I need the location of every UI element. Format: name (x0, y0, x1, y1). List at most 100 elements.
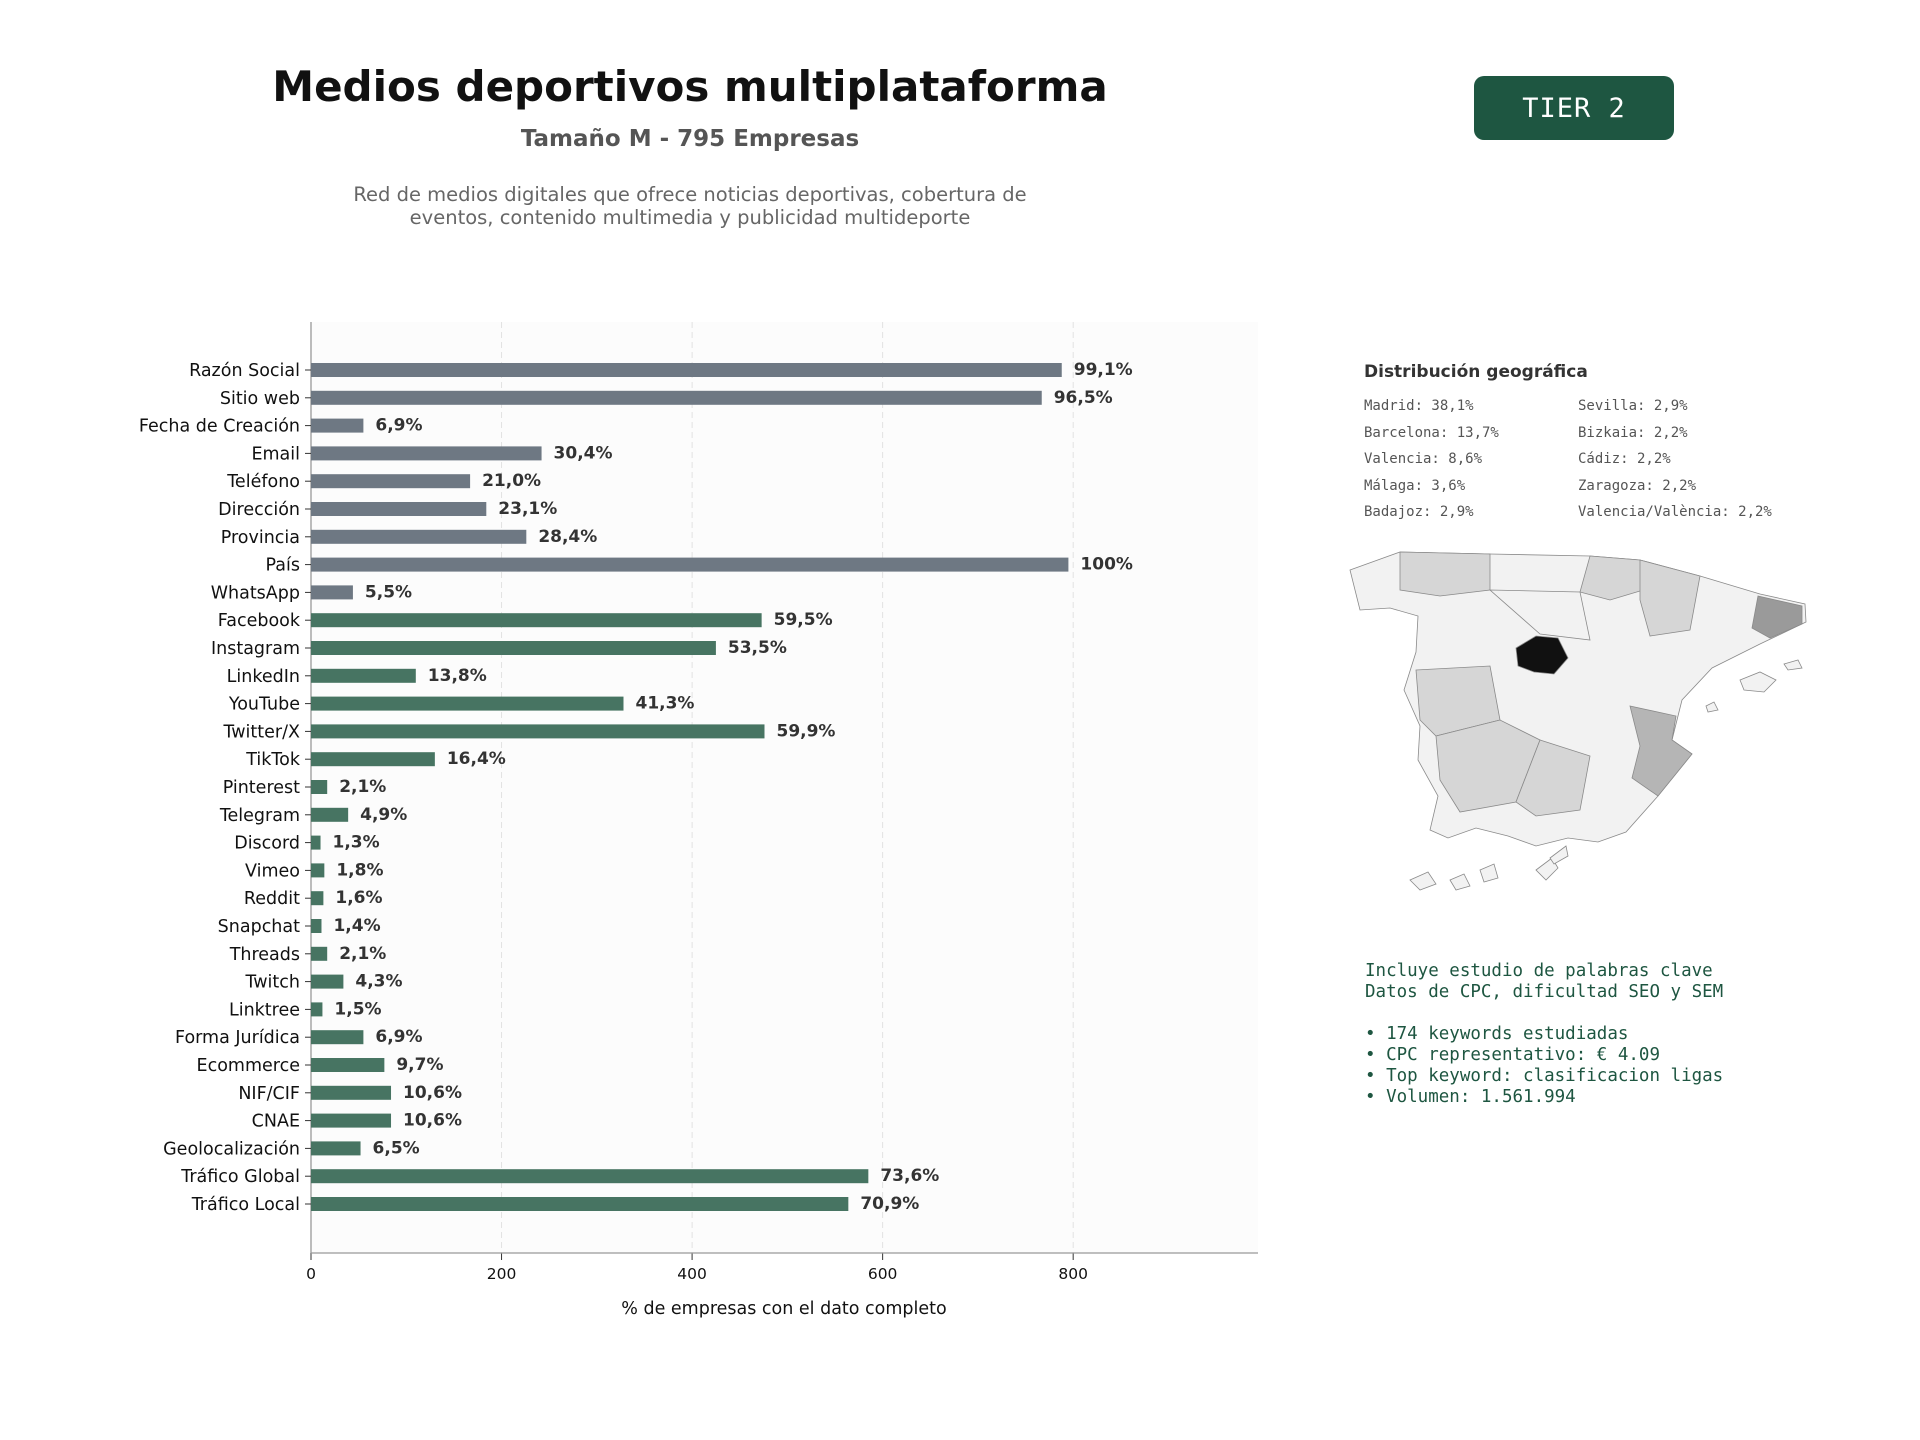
bar (311, 946, 328, 961)
bar (311, 502, 487, 516)
category-label: Facebook (218, 611, 301, 631)
category-label: Tráfico Local (191, 1195, 300, 1215)
category-label: TikTok (245, 750, 301, 770)
value-label: 2,1% (339, 944, 386, 964)
geo-item: Barcelona: 13,7% (1364, 424, 1499, 441)
page-description: Red de medios digitales que ofrece notic… (300, 183, 1080, 229)
category-label: Snapchat (218, 917, 300, 937)
x-tick-label: 400 (677, 1265, 707, 1283)
bar (311, 641, 716, 655)
bar (311, 418, 364, 433)
x-tick-label: 200 (487, 1265, 517, 1283)
category-label: Provincia (221, 528, 300, 548)
category-label: Email (251, 444, 300, 464)
bar (311, 780, 328, 794)
value-label: 9,7% (396, 1055, 443, 1075)
value-label: 59,9% (776, 721, 835, 741)
value-label: 100% (1080, 555, 1133, 575)
value-label: 5,5% (365, 582, 412, 602)
bar (311, 1113, 392, 1128)
island-canary-3 (1479, 863, 1499, 883)
category-label: Teléfono (226, 472, 300, 492)
bar (311, 835, 321, 850)
x-axis-label: % de empresas con el dato completo (621, 1299, 946, 1319)
category-label: Forma Jurídica (175, 1028, 300, 1048)
region-madrid (1515, 635, 1569, 675)
region-north-west (1399, 551, 1491, 597)
page-subtitle: Tamaño M - 795 Empresas (520, 126, 860, 152)
category-label: Tráfico Global (180, 1167, 300, 1187)
value-label: 6,5% (373, 1138, 420, 1158)
category-label: CNAE (252, 1112, 300, 1132)
bar (311, 446, 542, 461)
island-mallorca (1739, 671, 1777, 693)
value-label: 1,5% (334, 999, 381, 1019)
geo-item: Bizkaia: 2,2% (1578, 424, 1688, 441)
geo-item: Valencia/València: 2,2% (1578, 504, 1772, 520)
bar (311, 974, 344, 989)
value-label: 10,6% (403, 1111, 462, 1131)
page-title: Medios deportivos multiplataforma (272, 62, 1108, 111)
value-label: 13,8% (428, 666, 487, 686)
value-label: 53,5% (728, 638, 787, 658)
value-label: 41,3% (635, 694, 694, 714)
bar (311, 724, 765, 739)
value-label: 1,3% (333, 833, 380, 853)
category-label: Telegram (219, 806, 300, 826)
value-label: 10,6% (403, 1083, 462, 1103)
value-label: 4,3% (355, 972, 402, 992)
tier-badge: TIER 2 (1474, 76, 1674, 140)
category-label: Reddit (244, 889, 300, 909)
value-label: 70,9% (860, 1194, 919, 1214)
bar (311, 390, 1042, 405)
bar (311, 1058, 385, 1072)
value-label: 21,0% (482, 471, 541, 491)
keywords-top: • Top keyword: clasificacion ligas (1365, 1066, 1724, 1086)
category-label: Linktree (229, 1000, 300, 1020)
category-label: Pinterest (223, 778, 300, 798)
keywords-cpc: • CPC representativo: € 4.09 (1365, 1045, 1661, 1065)
geo-item: Madrid: 38,1% (1364, 398, 1474, 414)
bar (311, 1141, 361, 1156)
island-canary-2 (1449, 873, 1471, 891)
category-label: NIF/CIF (238, 1084, 300, 1104)
value-label: 23,1% (498, 499, 557, 519)
bar (311, 807, 349, 822)
region-north (1579, 555, 1651, 601)
bar (311, 474, 471, 489)
geo-item: Cádiz: 2,2% (1578, 451, 1671, 467)
category-label: Fecha de Creación (139, 417, 300, 437)
value-label: 4,9% (360, 805, 407, 825)
region-barcelona (1751, 595, 1803, 639)
value-label: 6,9% (375, 1027, 422, 1047)
category-label: LinkedIn (227, 667, 300, 687)
description-line-1: Red de medios digitales que ofrece notic… (353, 183, 1027, 206)
category-label: Threads (229, 945, 300, 965)
value-label: 28,4% (538, 527, 597, 547)
geo-item: Málaga: 3,6% (1364, 477, 1466, 494)
value-label: 99,1% (1074, 360, 1133, 380)
value-label: 6,9% (375, 416, 422, 436)
region-andalucia-east (1515, 739, 1591, 817)
island-canary-1 (1409, 871, 1437, 891)
bar (311, 668, 416, 683)
value-label: 1,6% (335, 888, 382, 908)
description-line-2: eventos, contenido multimedia y publicid… (409, 206, 971, 229)
spain-map (1349, 551, 1807, 891)
value-label: 16,4% (447, 749, 506, 769)
island-canary-5 (1549, 845, 1569, 865)
value-label: 30,4% (554, 443, 613, 463)
value-label: 1,8% (336, 860, 383, 880)
x-tick-label: 800 (1058, 1265, 1088, 1283)
bar (311, 1085, 392, 1100)
geo-item: Sevilla: 2,9% (1578, 398, 1688, 414)
geo-item: Zaragoza: 2,2% (1578, 477, 1697, 494)
bar (311, 1169, 869, 1184)
value-label: 2,1% (339, 777, 386, 797)
geo-item: Valencia: 8,6% (1364, 451, 1483, 467)
geo-title: Distribución geográfica (1364, 362, 1588, 382)
bar (311, 529, 527, 544)
bar (311, 1197, 849, 1211)
island-menorca (1783, 659, 1803, 671)
value-label: 96,5% (1054, 388, 1113, 408)
